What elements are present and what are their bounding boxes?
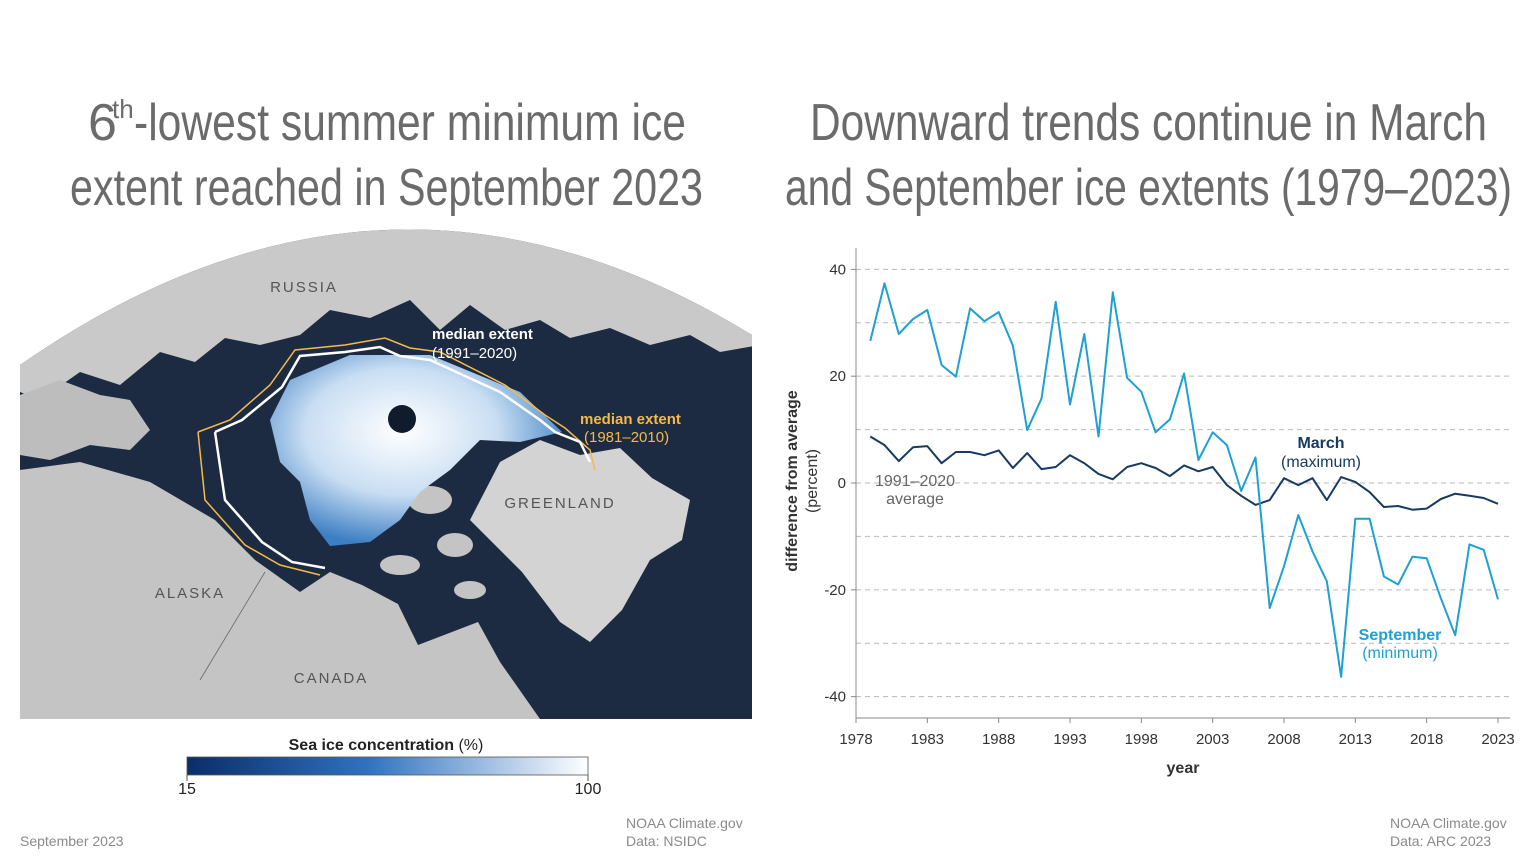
chart-title: Downward trends continue in March xyxy=(810,94,1487,152)
x-tick-label: 1983 xyxy=(911,731,944,748)
annotation: (maximum) xyxy=(1281,454,1361,471)
map-label: CANADA xyxy=(294,670,369,687)
map xyxy=(20,229,752,719)
x-tick-label: 2008 xyxy=(1267,731,1300,748)
colorbar-ticks: 15 100 xyxy=(178,775,601,798)
annotation: (minimum) xyxy=(1362,645,1438,662)
series-label: September xyxy=(1359,627,1442,644)
y-tick-label: 20 xyxy=(829,368,846,385)
colorbar-label: Sea ice concentration xyxy=(289,737,454,754)
y-tick-label: -20 xyxy=(824,582,846,599)
map-label: RUSSIA xyxy=(270,279,338,296)
x-tick-label: 2003 xyxy=(1196,731,1229,748)
line-chart: -40 -20 0 20 40 1978 1983 1988 1993 1998 2003 2008 2… xyxy=(784,248,1515,777)
median-period: (1991–2020) xyxy=(432,345,517,362)
map-label: ALASKA xyxy=(155,585,225,602)
median-label: median extent xyxy=(580,411,681,428)
y-tick-label: 0 xyxy=(838,475,846,492)
x-tick-label: 2013 xyxy=(1339,731,1372,748)
colorbar-tick-label: 100 xyxy=(575,781,602,798)
series-label: March xyxy=(1297,435,1344,452)
y-axis-label: difference from average xyxy=(784,390,801,572)
credit: NOAA Climate.gov xyxy=(626,815,743,831)
credit: NOAA Climate.gov xyxy=(1390,815,1507,831)
date: September 2023 xyxy=(20,833,124,849)
series-line xyxy=(869,282,1499,678)
map-title: -lowest summer minimum ice xyxy=(134,94,686,152)
annotation: average xyxy=(886,491,944,508)
annotation: 1991–2020 xyxy=(875,473,955,490)
x-tick-label: 1988 xyxy=(982,731,1015,748)
colorbar xyxy=(186,756,589,776)
y-tick-label: -40 xyxy=(824,689,846,706)
chart-title: and September ice extents (1979–2023) xyxy=(785,159,1512,217)
x-tick-label: 1993 xyxy=(1053,731,1086,748)
colorbar-title: Sea ice concentration (%) xyxy=(289,737,484,754)
x-tick-label: 1978 xyxy=(839,731,872,748)
map-label: GREENLAND xyxy=(504,495,615,512)
source: Data: NSIDC xyxy=(626,833,707,849)
colorbar-tick-label: 15 xyxy=(178,781,196,798)
series-line xyxy=(869,435,1499,511)
x-tick-label: 2018 xyxy=(1410,731,1443,748)
x-tick-label: 2023 xyxy=(1481,731,1514,748)
y-tick-label: 40 xyxy=(829,261,846,278)
x-axis-label: year xyxy=(1167,760,1200,777)
median-label: median extent xyxy=(432,326,533,343)
y-axis-label: (percent) xyxy=(804,449,821,513)
colorbar-unit: (%) xyxy=(458,737,483,754)
map-title: extent reached in September 2023 xyxy=(70,159,703,217)
source: Data: ARC 2023 xyxy=(1390,833,1491,849)
x-tick-label: 1998 xyxy=(1125,731,1158,748)
median-period: (1981–2010) xyxy=(584,429,669,446)
map-title-ordinal: 6 xyxy=(88,94,117,152)
map-title-suffix: th xyxy=(112,94,134,124)
